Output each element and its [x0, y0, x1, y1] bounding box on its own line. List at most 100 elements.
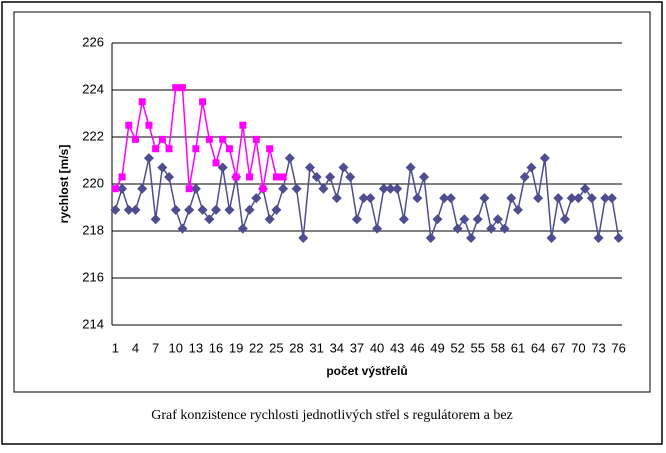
marker — [184, 204, 195, 215]
chart-frame — [13, 11, 651, 393]
y-tick-label: 218 — [82, 222, 104, 237]
marker — [178, 84, 186, 92]
y-axis-title: rychlost [m/s] — [57, 145, 71, 224]
x-tick-label: 31 — [309, 340, 323, 355]
marker — [304, 162, 315, 173]
x-axis-title: počet výstřelů — [326, 364, 407, 378]
x-tick-label: 64 — [531, 340, 545, 355]
marker — [252, 135, 260, 143]
marker — [251, 193, 262, 204]
marker — [358, 193, 369, 204]
x-tick-label: 52 — [450, 340, 464, 355]
marker — [479, 193, 490, 204]
y-tick-label: 214 — [82, 316, 104, 331]
marker — [318, 183, 329, 194]
marker — [130, 204, 141, 215]
marker — [499, 223, 510, 234]
marker — [593, 233, 604, 244]
caption: Graf konzistence rychlosti jednotlivých … — [151, 408, 513, 423]
marker — [118, 173, 126, 181]
marker — [459, 214, 470, 225]
marker — [157, 162, 168, 173]
marker — [279, 173, 287, 181]
marker — [239, 121, 247, 129]
marker — [266, 145, 274, 153]
x-tick-label: 70 — [571, 340, 585, 355]
x-tick-label: 34 — [330, 340, 344, 355]
x-tick-label: 10 — [169, 340, 183, 355]
marker — [117, 183, 128, 194]
marker — [278, 183, 289, 194]
marker — [172, 84, 180, 92]
marker — [246, 173, 254, 181]
marker — [613, 233, 624, 244]
marker — [150, 214, 161, 225]
x-tick-label: 67 — [551, 340, 565, 355]
marker — [445, 193, 456, 204]
marker — [211, 204, 222, 215]
marker — [365, 193, 376, 204]
marker — [419, 171, 430, 182]
marker — [205, 135, 213, 143]
marker — [533, 193, 544, 204]
marker — [271, 204, 282, 215]
marker — [492, 214, 503, 225]
marker — [232, 173, 240, 181]
marker — [526, 162, 537, 173]
marker — [158, 135, 166, 143]
marker — [486, 223, 497, 234]
y-tick-label: 222 — [82, 128, 104, 143]
marker — [512, 204, 523, 215]
x-tick-label: 58 — [491, 340, 505, 355]
marker — [244, 204, 255, 215]
series-line — [114, 86, 284, 190]
marker — [325, 171, 336, 182]
x-tick-label: 4 — [132, 340, 139, 355]
marker — [259, 185, 267, 193]
x-tick-label: 40 — [370, 340, 384, 355]
x-tick-label: 61 — [511, 340, 525, 355]
marker — [331, 193, 342, 204]
marker — [143, 153, 154, 164]
marker — [559, 214, 570, 225]
marker — [164, 171, 175, 182]
marker — [345, 171, 356, 182]
marker — [219, 135, 227, 143]
x-tick-label: 55 — [470, 340, 484, 355]
y-tick-label: 216 — [82, 269, 104, 284]
marker — [123, 204, 134, 215]
marker — [412, 193, 423, 204]
x-tick-label: 22 — [249, 340, 263, 355]
x-tick-label: 13 — [189, 340, 203, 355]
marker — [298, 233, 309, 244]
marker — [566, 193, 577, 204]
marker — [152, 145, 160, 153]
marker — [165, 145, 173, 153]
marker — [137, 183, 148, 194]
marker — [237, 223, 248, 234]
marker — [351, 214, 362, 225]
marker — [138, 98, 146, 106]
marker — [185, 185, 193, 193]
marker — [111, 185, 119, 193]
marker — [264, 214, 275, 225]
x-tick-label: 43 — [390, 340, 404, 355]
marker — [385, 183, 396, 194]
x-tick-label: 49 — [430, 340, 444, 355]
marker — [170, 204, 181, 215]
marker — [338, 162, 349, 173]
marker — [131, 135, 139, 143]
marker — [580, 183, 591, 194]
marker — [425, 233, 436, 244]
marker — [600, 193, 611, 204]
x-tick-label: 16 — [209, 340, 223, 355]
y-tick-label: 220 — [82, 175, 104, 190]
marker — [472, 214, 483, 225]
marker — [519, 171, 530, 182]
marker — [573, 193, 584, 204]
marker — [190, 183, 201, 194]
marker — [217, 162, 228, 173]
x-tick-label: 46 — [410, 340, 424, 355]
marker — [546, 233, 557, 244]
